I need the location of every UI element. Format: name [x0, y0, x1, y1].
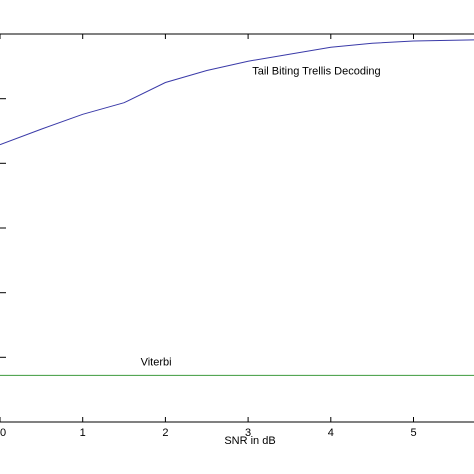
x-tick-label-0: 0 — [0, 427, 6, 439]
x-tick-label-3: 3 — [245, 427, 251, 439]
annotation-0: Tail Biting Trellis Decoding — [252, 66, 380, 78]
x-tick-label-4: 4 — [328, 427, 334, 439]
annotations-group: Tail Biting Trellis Decoding Viterbi — [141, 66, 381, 369]
y-ticks — [0, 33, 6, 423]
x-tick-label-2: 2 — [162, 427, 168, 439]
series-line-0 — [0, 39, 474, 146]
annotation-1: Viterbi — [141, 357, 172, 369]
x-tick-label-5: 5 — [410, 427, 416, 439]
x-axis-title: SNR in dB — [224, 435, 275, 447]
x-tick-label-1: 1 — [80, 427, 86, 439]
x-ticks: 0 1 2 3 4 5 — [0, 34, 417, 439]
series-group — [0, 39, 474, 376]
